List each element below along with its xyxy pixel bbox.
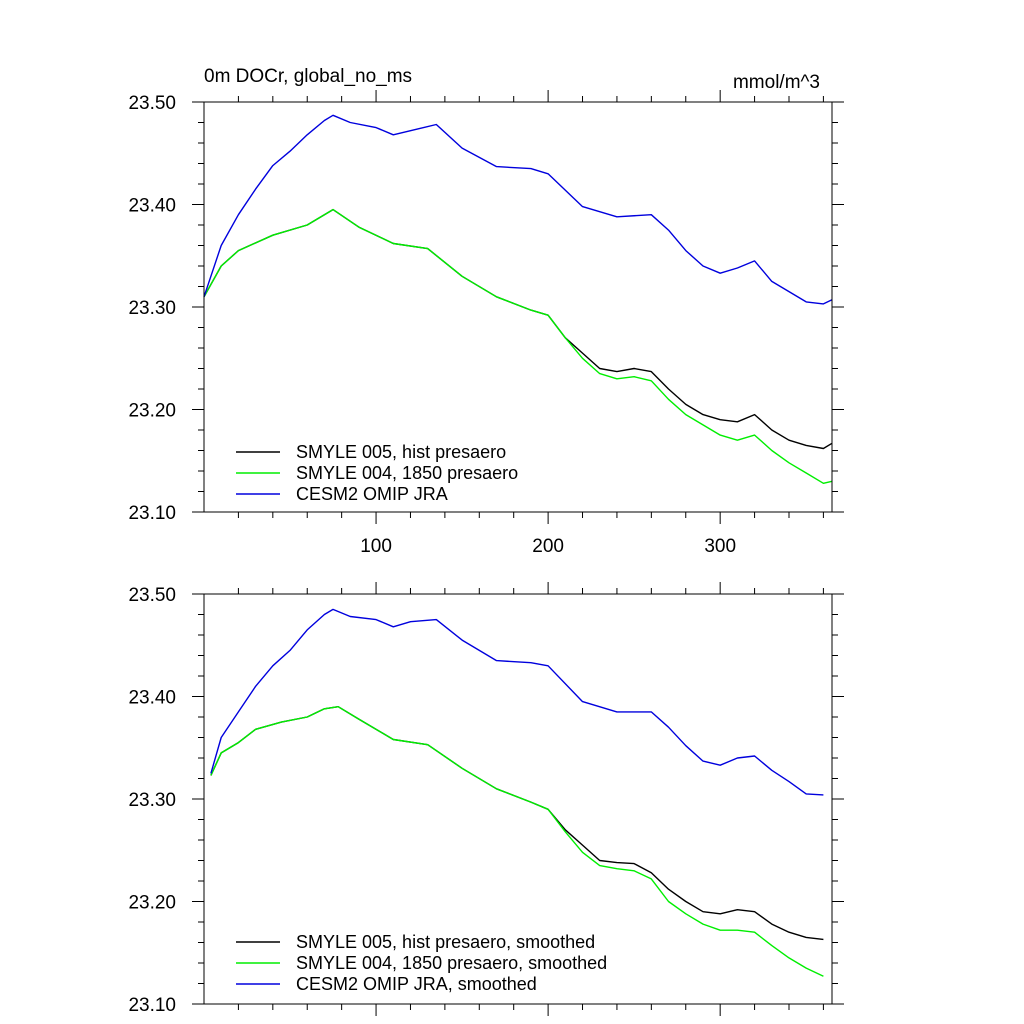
x-tick-label: 200 bbox=[532, 536, 564, 557]
bottom-panel: 23.10 23.20 23.30 23.40 23.50 SMYLE 005, his… bbox=[128, 582, 844, 1016]
series-lines bbox=[203, 114, 833, 484]
legend-label-2: SMYLE 004, 1850 presaero bbox=[296, 463, 518, 483]
y-tick-label: 23.20 bbox=[128, 401, 176, 422]
legend-label-2: SMYLE 004, 1850 presaero, smoothed bbox=[296, 953, 607, 973]
y-tick-label: 23.40 bbox=[128, 196, 176, 217]
x-tick-label: 100 bbox=[360, 536, 392, 557]
x-tick-label: 300 bbox=[704, 536, 736, 557]
series-line-2 bbox=[203, 208, 833, 484]
plot-frame bbox=[203, 101, 833, 513]
axis-ticks: 23.10 23.20 23.30 23.40 23.50 bbox=[128, 582, 844, 1016]
series-line-3 bbox=[203, 114, 833, 305]
y-tick-label: 23.30 bbox=[128, 298, 176, 319]
y-tick-label: 23.20 bbox=[128, 893, 176, 914]
legend: SMYLE 005, hist presaero, smoothedSMYLE … bbox=[236, 932, 607, 994]
chart-title: 0m DOCr, global_no_ms bbox=[204, 66, 412, 87]
series-line-2 bbox=[210, 706, 824, 977]
legend-label-3: CESM2 OMIP JRA, smoothed bbox=[296, 974, 537, 994]
units-label: mmol/m^3 bbox=[733, 72, 820, 93]
plot-frame bbox=[203, 593, 833, 1005]
axis-ticks: 23.10 23.20 23.30 23.40 23.50 100 200 300 bbox=[128, 90, 844, 557]
top-panel: 0m DOCr, global_no_ms mmol/m^3 23.10 23.2… bbox=[128, 66, 844, 557]
series-line-3 bbox=[210, 608, 824, 796]
y-tick-label: 23.10 bbox=[128, 503, 176, 524]
series-line-1 bbox=[210, 706, 824, 941]
legend-label-3: CESM2 OMIP JRA bbox=[296, 484, 448, 504]
legend-label-1: SMYLE 005, hist presaero bbox=[296, 442, 506, 462]
series-lines bbox=[210, 608, 824, 977]
y-tick-label: 23.30 bbox=[128, 790, 176, 811]
y-tick-label: 23.50 bbox=[128, 93, 176, 114]
y-tick-label: 23.10 bbox=[128, 995, 176, 1016]
y-tick-label: 23.50 bbox=[128, 585, 176, 606]
legend-label-1: SMYLE 005, hist presaero, smoothed bbox=[296, 932, 595, 952]
y-tick-label: 23.40 bbox=[128, 688, 176, 709]
series-line-1 bbox=[203, 208, 833, 450]
